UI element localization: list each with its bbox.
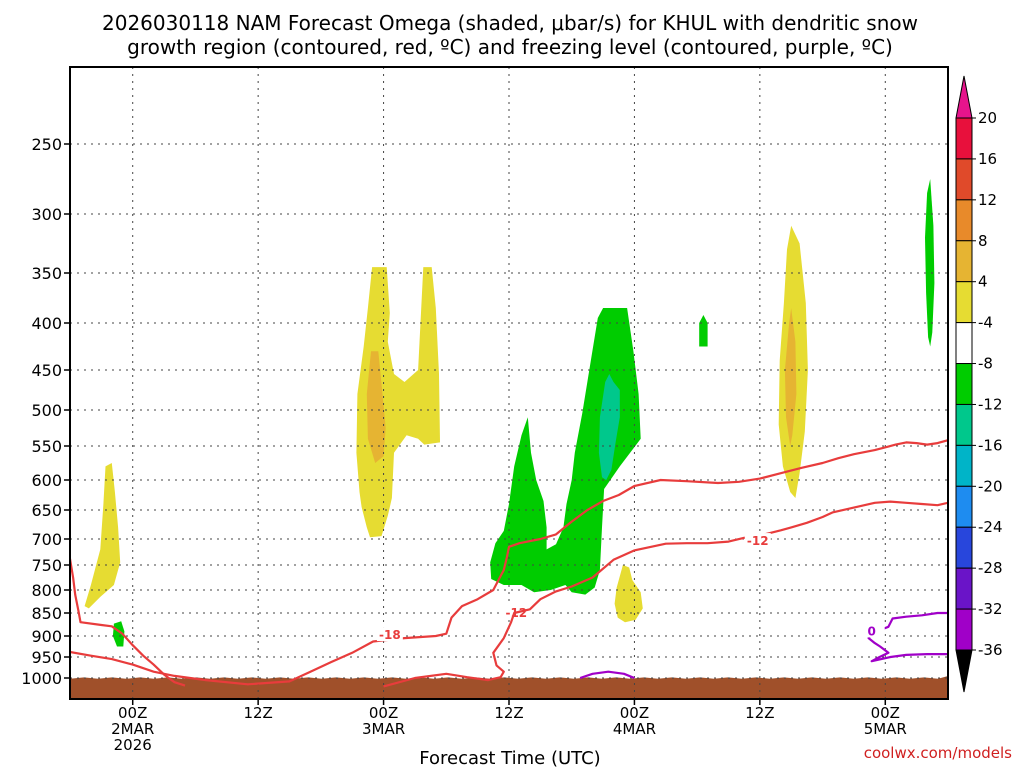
dendritic-contour-label: -18 [379,628,401,642]
y-tick-label: 250 [31,135,62,154]
colorbar-segment [955,199,973,242]
omega-shaded-regions [84,179,935,647]
x-tick-label: 12Z [745,704,774,722]
colorbar-bottom-arrow [955,649,973,693]
grid-lines [70,67,948,699]
y-tick-label: 700 [31,530,62,549]
colorbar-segment [955,281,973,324]
colorbar-label: -32 [978,600,1003,618]
y-tick-label: 800 [31,581,62,600]
colorbar-segment [955,240,973,283]
colorbar-segment [955,117,973,160]
x-tick-label: 00Z [369,704,398,722]
y-tick-label: 300 [31,205,62,224]
colorbar-label: 12 [978,191,997,209]
x-tick-label: 00Z [871,704,900,722]
x-tick-label: 4MAR [613,720,656,738]
dendritic-label-bg [744,533,771,548]
colorbar-label: 20 [978,109,997,127]
omega-region-0 [84,463,121,609]
y-tick-label: 400 [31,314,62,333]
y-tick-label: 1000 [21,669,62,688]
chart-title-line1: 2026030118 NAM Forecast Omega (shaded, μ… [102,11,918,35]
colorbar-segment [955,608,973,651]
omega-region-5 [784,308,797,446]
y-tick-label: 550 [31,437,62,456]
x-tick-label: 3MAR [362,720,405,738]
omega-region-6 [614,565,643,623]
x-tick-label: 12Z [243,704,272,722]
colorbar-top-arrow [955,75,973,119]
omega-region-3 [366,351,386,463]
colorbar-label: -24 [978,518,1003,536]
omega-region-2 [356,267,440,538]
x-tick-label: 2026 [114,736,152,754]
y-tick-label: 600 [31,471,62,490]
chart-title-line2: growth region (contoured, red, ºC) and f… [127,35,893,59]
omega-region-10 [925,179,935,347]
y-tick-label: 950 [31,648,62,667]
colorbar-label: -16 [978,436,1003,454]
colorbar-segment [955,363,973,405]
dendritic-contour-label: -12 [747,534,769,548]
freezing-level-contour-label: 0 [868,624,876,638]
colorbar-label: 16 [978,150,997,168]
colorbar-segment [955,567,973,610]
dendritic-contour-2 [383,500,948,688]
y-tick-label: 350 [31,264,62,283]
x-tick-label: 00Z [118,704,147,722]
temperature-contours: -18-12-120 [70,439,948,688]
colorbar-segment [955,322,973,365]
colorbar-label: 4 [978,273,988,291]
y-tick-label: 850 [31,604,62,623]
freezing-level-label-bg [858,623,885,638]
colorbar-label: -12 [978,395,1003,413]
colorbar-segment [955,485,973,528]
colorbar-segment [955,444,973,487]
omega-region-8 [598,374,620,480]
colorbar-segment [955,158,973,201]
colorbar-label: 8 [978,232,988,250]
y-tick-label: 500 [31,401,62,420]
colorbar-label: -28 [978,559,1003,577]
dendritic-label-bg [376,627,403,642]
y-tick-label: 450 [31,361,62,380]
colorbar-label: -36 [978,641,1003,659]
y-tick-label: 900 [31,627,62,646]
omega-region-9 [699,315,708,347]
freezing-level-contour-0 [867,611,948,663]
x-axis-label: Forecast Time (UTC) [419,748,600,768]
freezing-level-contour-1 [579,670,635,680]
x-tick-label: 2MAR [111,720,154,738]
dendritic-contour-0 [70,439,948,686]
omega-region-7 [490,308,641,595]
dendritic-contour-1 [70,558,186,687]
colorbar-label: -8 [978,355,993,373]
omega-region-1 [112,621,125,647]
credit-text: coolwx.com/models [864,744,1012,762]
colorbar-label: -4 [978,314,993,332]
x-tick-label: 5MAR [864,720,907,738]
x-tick-label: 00Z [620,704,649,722]
x-tick-label: 12Z [494,704,523,722]
y-tick-label: 650 [31,501,62,520]
y-tick-label: 750 [31,556,62,575]
colorbar-label: -20 [978,477,1003,495]
colorbar-segment [955,403,973,446]
colorbar: 20 16 12 8 4 -4 -8 -12 -16 -20 -24 -28 -32 -36 [955,75,1003,693]
colorbar-segment [955,526,973,569]
y-axis-ticks: 250 300 350 400 450 500 550 600 650 700 750 800 850 9… [21,135,70,688]
